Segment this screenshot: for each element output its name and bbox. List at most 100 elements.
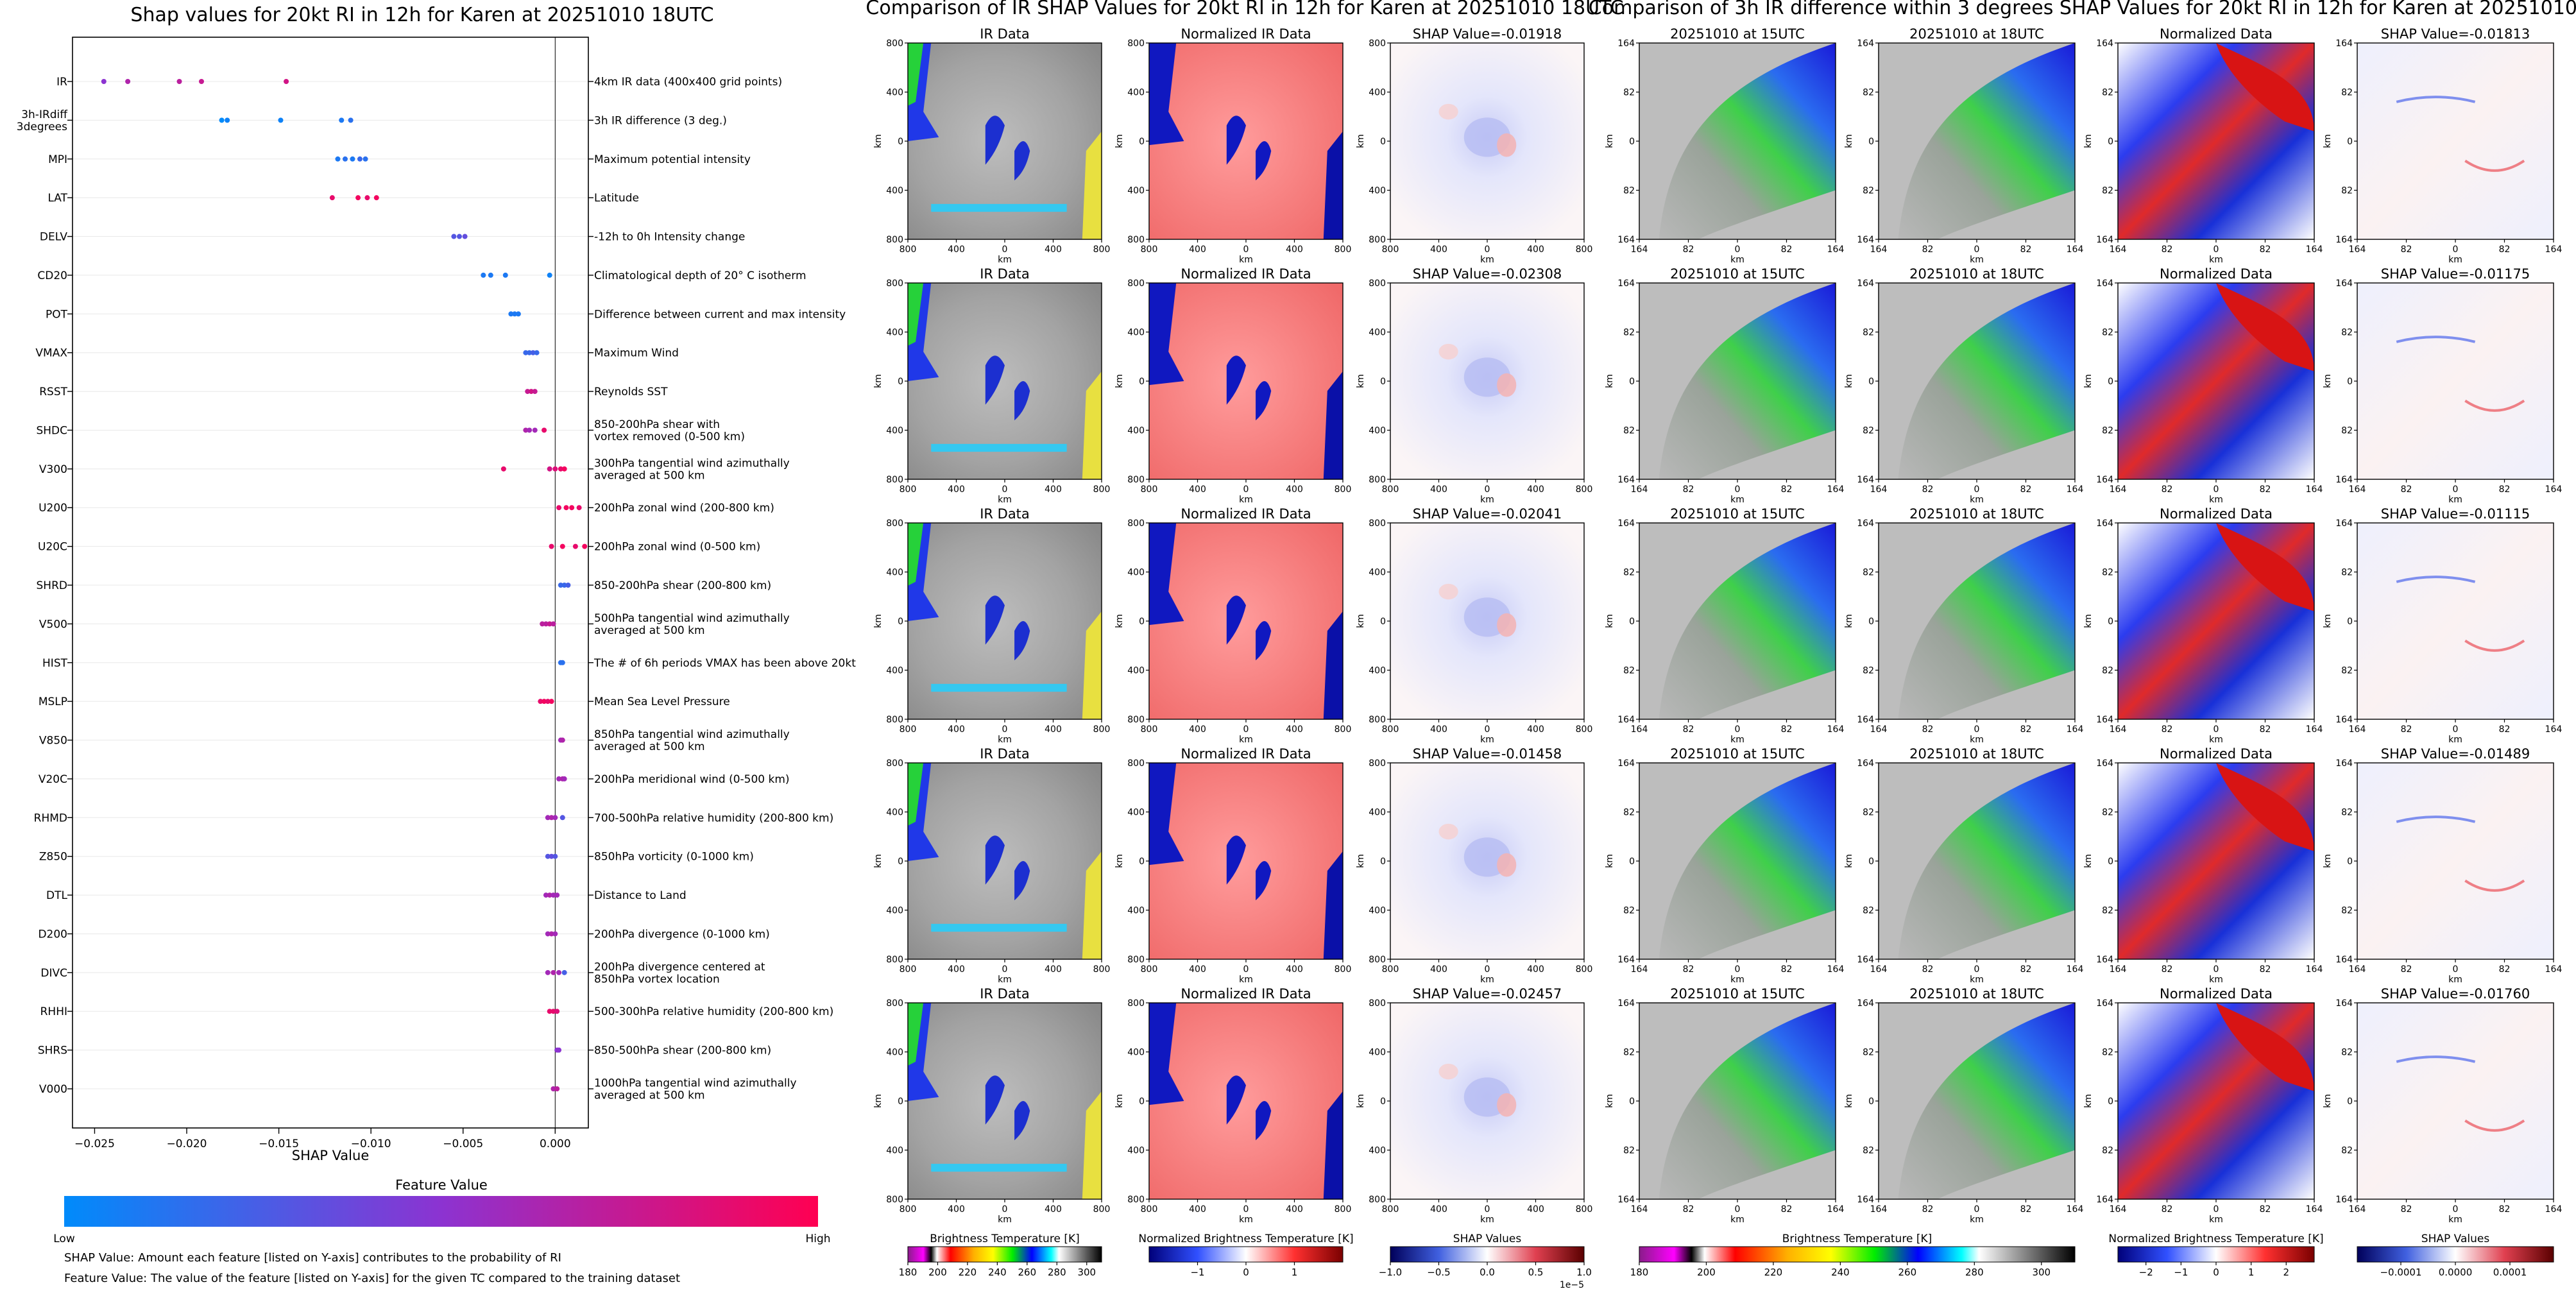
x-tick-label: 0 [1243, 1204, 1249, 1215]
feature-description: 300hPa tangential wind azimuthally [594, 457, 790, 470]
shap-point [558, 466, 563, 472]
x-tick-label: 164 [2349, 484, 2366, 495]
x-tick-label: 82 [1781, 964, 1793, 975]
shap-point [543, 892, 549, 898]
y-tick-label: 164 [1617, 518, 1635, 529]
y-axis-label: km [2083, 854, 2094, 868]
y-tick-label: 400 [1369, 1048, 1386, 1058]
colorbar-tick-label: 2 [2283, 1267, 2290, 1278]
x-tick-label: 800 [900, 244, 917, 255]
feature-name-label: CD20 [37, 269, 67, 282]
colorbar-label: Brightness Temperature [K] [930, 1233, 1079, 1245]
y-tick-label: 0 [1139, 857, 1145, 867]
shap-point [481, 272, 486, 278]
x-tick-label: 400 [1286, 244, 1303, 255]
x-axis-label: km [1970, 495, 1984, 505]
y-tick-label: 0 [1380, 617, 1386, 627]
y-tick-label: 82 [1863, 426, 1874, 436]
feature-description: Maximum Wind [594, 347, 679, 360]
x-tick-label: 800 [900, 1204, 917, 1215]
x-tick-label: 0 [1974, 964, 1980, 975]
x-axis-label: km [1970, 1215, 1984, 1225]
y-tick-label: 400 [1369, 1146, 1386, 1156]
y-tick-label: 0 [1380, 377, 1386, 387]
x-tick-label: 164 [2545, 484, 2563, 495]
y-tick-label: 164 [2335, 1195, 2353, 1205]
panel-title: SHAP Value=-0.02041 [1413, 506, 1562, 522]
x-tick-label: 82 [2260, 244, 2271, 255]
y-tick-label: 82 [1863, 328, 1874, 338]
x-tick-label: −0.025 [74, 1138, 115, 1150]
y-tick-label: 800 [1127, 235, 1145, 245]
feature-description: Latitude [594, 192, 639, 205]
x-tick-label: 164 [2349, 244, 2366, 255]
x-tick-label: 400 [1430, 964, 1447, 975]
convective-band [985, 355, 1005, 405]
y-tick-label: 0 [898, 617, 903, 627]
warm-region [1082, 611, 1102, 719]
colorbar-tick-label: 180 [1630, 1267, 1649, 1278]
shap-streak [2396, 576, 2476, 583]
x-tick-label: 82 [2499, 964, 2511, 975]
y-tick-label: 0 [2108, 1097, 2113, 1107]
y-tick-label: 82 [2341, 1146, 2353, 1156]
shap-positive-spot [1497, 373, 1517, 397]
x-tick-label: 82 [2401, 724, 2412, 735]
feature-name-label: SHRD [37, 579, 67, 592]
cloud-shield [1659, 523, 1836, 719]
x-tick-label: 82 [1781, 724, 1793, 735]
x-tick-label: 0 [1485, 724, 1490, 735]
feature-name-label: MSLP [38, 696, 67, 708]
y-axis-label: km [2323, 1094, 2333, 1108]
y-tick-label: 0 [2347, 137, 2353, 147]
x-tick-label: 82 [1922, 964, 1934, 975]
y-tick-label: 164 [1617, 715, 1635, 725]
x-axis-label: km [1239, 975, 1253, 985]
y-tick-label: 82 [2102, 186, 2113, 196]
colorbar [1148, 1246, 1343, 1263]
colorbar-tick-label: 300 [1077, 1267, 1096, 1278]
x-tick-label: 400 [1189, 964, 1206, 975]
panel-title: 20251010 at 15UTC [1670, 986, 1805, 1002]
y-tick-label: 800 [1369, 955, 1386, 965]
x-tick-label: 800 [1335, 244, 1352, 255]
shap-point [363, 156, 368, 162]
y-tick-label: 164 [1857, 475, 1874, 485]
shap-point [451, 234, 457, 239]
shap-point [545, 969, 550, 975]
shap-point [552, 853, 558, 859]
x-tick-label: 800 [1141, 724, 1158, 735]
colorbar [2117, 1246, 2315, 1263]
x-tick-label: 82 [2020, 244, 2032, 255]
x-tick-label: 800 [1335, 724, 1352, 735]
shap-point [563, 505, 569, 511]
feature-name-label: D200 [38, 928, 67, 941]
feature-description: averaged at 500 km [594, 624, 705, 637]
feature-description: 3h IR difference (3 deg.) [594, 114, 727, 127]
y-tick-label: 164 [2096, 38, 2113, 49]
x-tick-label: 800 [1576, 1204, 1593, 1215]
y-tick-label: 164 [1857, 1195, 1874, 1205]
y-tick-label: 400 [1127, 1048, 1145, 1058]
shap-point [530, 350, 536, 355]
x-tick-label: 0 [1974, 244, 1980, 255]
shap-point [528, 389, 534, 395]
y-axis-label: km [1844, 854, 1854, 868]
cold-cloud-region [1149, 283, 1184, 386]
panel-title: SHAP Value=-0.02457 [1413, 986, 1562, 1002]
colorbar [1390, 1246, 1585, 1263]
ir-comparison-title: Comparison of IR SHAP Values for 20kt RI… [866, 0, 1623, 19]
x-tick-label: 800 [1093, 1204, 1111, 1215]
y-tick-label: 82 [2102, 568, 2113, 578]
colorbar-tick-label: 0.0001 [2493, 1267, 2527, 1278]
y-tick-label: 800 [886, 758, 903, 769]
shap-point [348, 117, 354, 123]
y-tick-label: 82 [1863, 1048, 1874, 1058]
shap-point [576, 505, 582, 511]
colorbar [2357, 1246, 2554, 1263]
cold-cloud-region [1149, 1003, 1184, 1105]
